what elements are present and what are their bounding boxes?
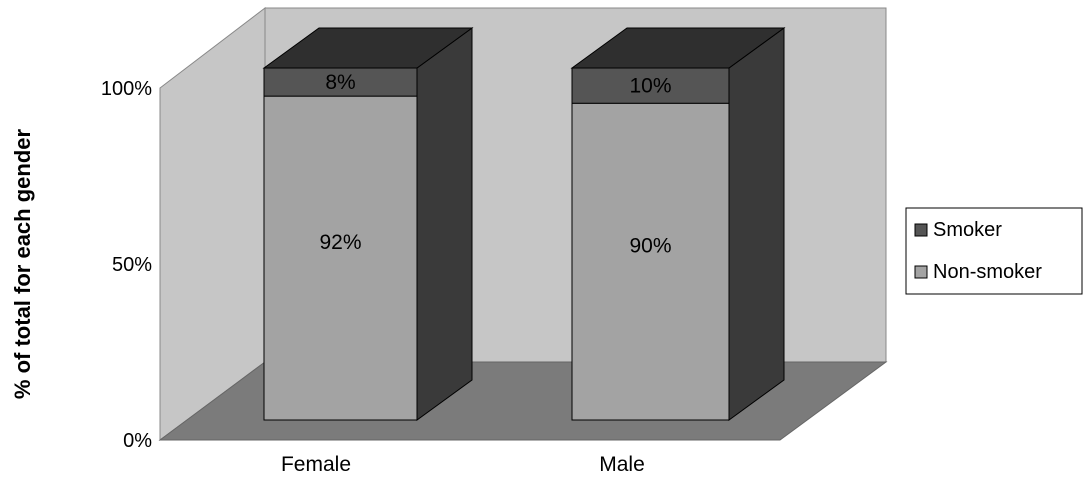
data-label-non-smoker-male: 90% [629,235,671,258]
bar-non-smoker-female [263,95,418,421]
bar-side-male [728,27,785,421]
y-tick-label-0: 0% [123,430,152,452]
legend-swatch-non-smoker [914,265,928,279]
bar-smoker-female [263,67,418,97]
legend-swatch-smoker [914,223,928,237]
y-tick-label-50: 50% [112,254,152,276]
y-tick-label-100: 100% [101,78,152,100]
bars: 92% 8% 90% 10% [262,27,786,421]
bar-side-female [416,27,473,421]
data-label-non-smoker-female: 92% [319,231,361,254]
data-label-smoker-female: 8% [325,71,355,94]
legend-box [905,207,1083,295]
legend-label-smoker: Smoker [933,219,1002,241]
x-tick-label-female: Female [281,453,351,476]
bar-smoker-male [571,67,730,104]
bar-non-smoker-male [571,102,730,421]
legend: Smoker Non-smoker [905,207,1083,295]
legend-label-non-smoker: Non-smoker [933,261,1042,283]
y-axis-label: % of total for each gender [10,128,35,399]
y-ticks: 0% 50% 100% [101,78,152,452]
x-tick-label-male: Male [599,453,645,476]
data-label-smoker-male: 10% [629,75,671,98]
